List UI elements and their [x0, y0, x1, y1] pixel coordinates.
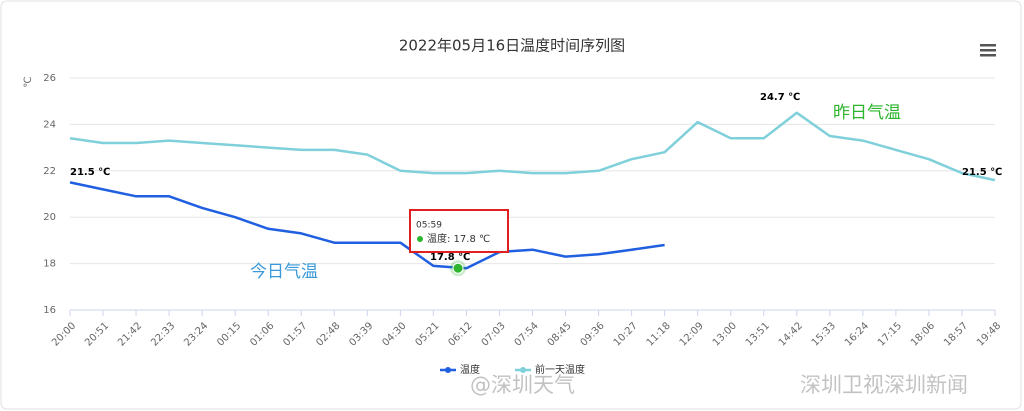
- legend-swatch-dot[interactable]: [520, 367, 526, 373]
- legend-label[interactable]: 温度: [460, 363, 480, 376]
- annotation: 今日气温: [250, 262, 318, 282]
- legend-swatch-dot[interactable]: [445, 367, 451, 373]
- annotation: 21.5 ℃: [70, 167, 110, 178]
- menu-bar[interactable]: [980, 49, 996, 52]
- tooltip-point: [452, 262, 464, 274]
- series-line: [69, 181, 665, 270]
- y-unit: ℃: [23, 76, 34, 87]
- chart-title: 2022年05月16日温度时间序列图: [399, 37, 625, 55]
- tooltip-time: 05:59: [416, 221, 442, 231]
- tooltip-box: [409, 209, 509, 253]
- tooltip-text: 温度: 17.8 ℃: [427, 232, 490, 245]
- y-tick-label: 26: [43, 73, 56, 84]
- series-line: [69, 111, 996, 182]
- y-tick-label: 24: [43, 119, 56, 130]
- y-tick-label: 18: [43, 259, 56, 270]
- legend-label[interactable]: 前一天温度: [535, 363, 585, 376]
- watermark: @深圳天气: [470, 373, 575, 397]
- menu-button[interactable]: [980, 44, 996, 57]
- annotation: 昨日气温: [833, 103, 901, 123]
- watermark: 深圳卫视深圳新闻: [800, 373, 968, 397]
- y-tick-label: 20: [43, 212, 56, 223]
- annotation: 21.5 ℃: [962, 167, 1002, 178]
- y-tick-label: 16: [43, 305, 56, 316]
- annotation: 24.7 ℃: [760, 92, 800, 103]
- menu-bar[interactable]: [980, 44, 996, 47]
- annotation: 17.8 ℃: [430, 252, 470, 263]
- y-tick-label: 22: [43, 166, 56, 177]
- tooltip-dot: [417, 236, 423, 242]
- menu-bar[interactable]: [980, 54, 996, 57]
